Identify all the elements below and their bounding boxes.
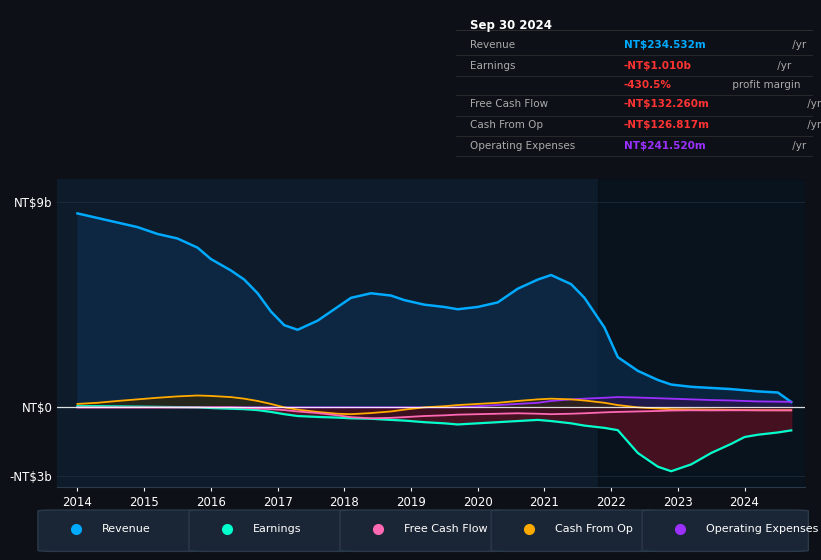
Text: Earnings: Earnings bbox=[253, 524, 301, 534]
Bar bbox=[598, 179, 805, 487]
Text: /yr: /yr bbox=[773, 61, 791, 71]
Text: -NT$132.260m: -NT$132.260m bbox=[623, 99, 709, 109]
Text: Sep 30 2024: Sep 30 2024 bbox=[470, 19, 552, 32]
Text: Cash From Op: Cash From Op bbox=[470, 119, 543, 129]
Text: /yr: /yr bbox=[788, 141, 805, 151]
FancyBboxPatch shape bbox=[340, 510, 507, 552]
Text: /yr: /yr bbox=[804, 99, 821, 109]
Text: /yr: /yr bbox=[788, 40, 805, 50]
Text: Earnings: Earnings bbox=[470, 61, 516, 71]
FancyBboxPatch shape bbox=[189, 510, 355, 552]
Text: Operating Expenses: Operating Expenses bbox=[706, 524, 819, 534]
Text: Revenue: Revenue bbox=[470, 40, 515, 50]
FancyBboxPatch shape bbox=[491, 510, 658, 552]
Text: Cash From Op: Cash From Op bbox=[555, 524, 633, 534]
Text: -430.5%: -430.5% bbox=[623, 80, 672, 90]
Text: -NT$1.010b: -NT$1.010b bbox=[623, 61, 691, 71]
FancyBboxPatch shape bbox=[38, 510, 204, 552]
Text: Free Cash Flow: Free Cash Flow bbox=[470, 99, 548, 109]
Text: profit margin: profit margin bbox=[728, 80, 800, 90]
Text: Revenue: Revenue bbox=[102, 524, 151, 534]
Text: NT$241.520m: NT$241.520m bbox=[623, 141, 705, 151]
Text: NT$234.532m: NT$234.532m bbox=[623, 40, 705, 50]
Text: Operating Expenses: Operating Expenses bbox=[470, 141, 576, 151]
FancyBboxPatch shape bbox=[642, 510, 809, 552]
Text: -NT$126.817m: -NT$126.817m bbox=[623, 119, 709, 129]
Text: /yr: /yr bbox=[804, 119, 821, 129]
Text: Free Cash Flow: Free Cash Flow bbox=[404, 524, 488, 534]
